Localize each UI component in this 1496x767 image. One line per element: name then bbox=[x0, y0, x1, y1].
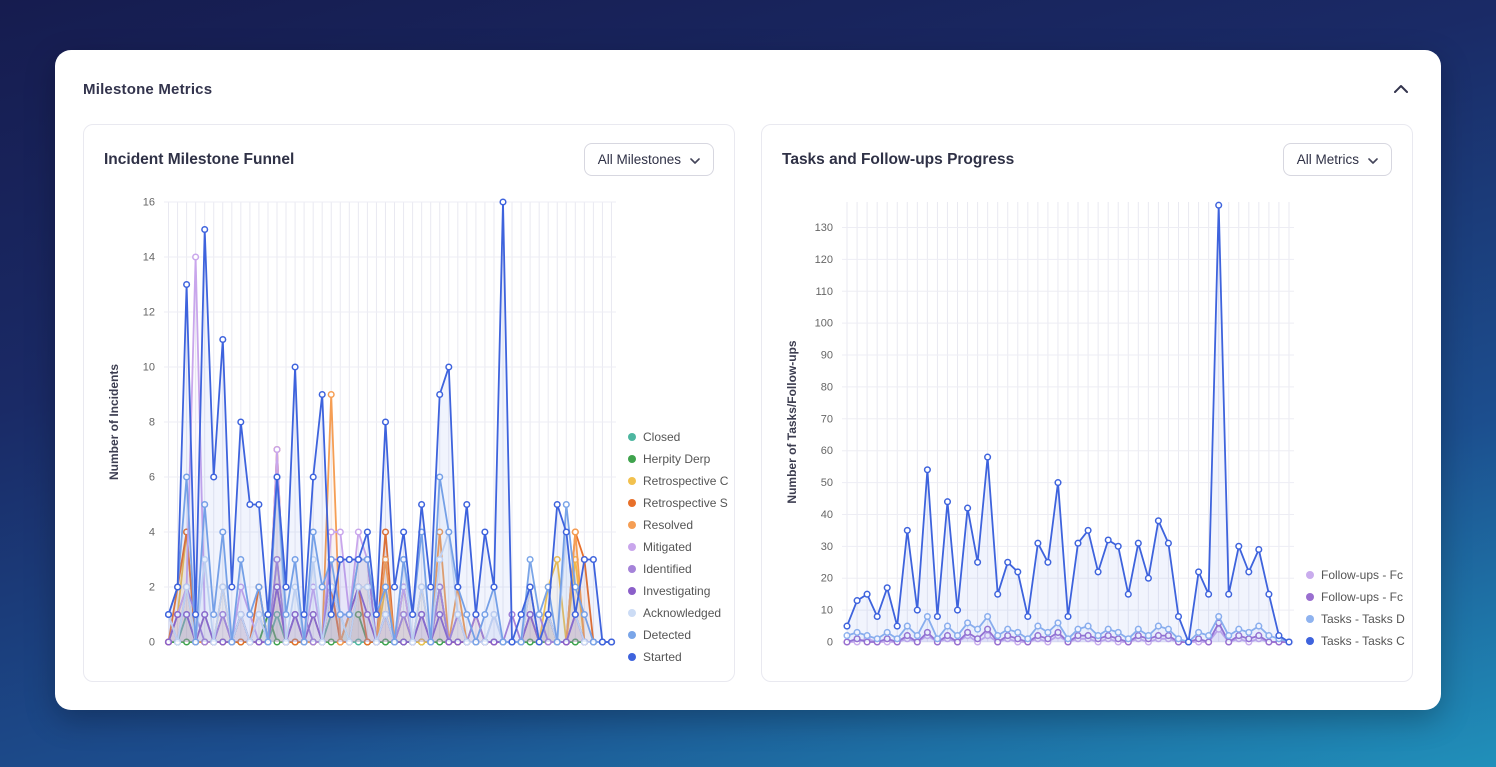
svg-text:16: 16 bbox=[143, 197, 155, 209]
legend-color-dot bbox=[1306, 637, 1314, 645]
svg-text:0: 0 bbox=[827, 637, 833, 649]
legend-label: Started bbox=[643, 650, 682, 664]
svg-text:0: 0 bbox=[149, 637, 155, 649]
legend-color-dot bbox=[628, 455, 636, 463]
svg-text:20: 20 bbox=[821, 573, 833, 585]
svg-text:130: 130 bbox=[815, 222, 833, 234]
tasks-chart-header: Tasks and Follow-ups Progress All Metric… bbox=[782, 143, 1392, 176]
legend-color-dot bbox=[628, 521, 636, 529]
legend-item[interactable]: Investigating bbox=[628, 584, 728, 598]
legend-item[interactable]: Identified bbox=[628, 562, 728, 576]
svg-text:12: 12 bbox=[143, 307, 155, 319]
svg-text:30: 30 bbox=[821, 541, 833, 553]
legend-color-dot bbox=[1306, 615, 1314, 623]
tasks-followups-progress-chart[interactable]: 0 10 20 30 40 50 60 70 80 90 100 110 120 130 Number of… bbox=[782, 192, 1302, 658]
milestone-metrics-panel: Milestone Metrics Incident Milestone Fun… bbox=[55, 50, 1441, 710]
legend-item[interactable]: Closed bbox=[628, 430, 728, 444]
legend-label: Detected bbox=[643, 628, 692, 642]
legend-label: Acknowledged bbox=[643, 606, 722, 620]
legend-color-dot bbox=[628, 587, 636, 595]
legend-item[interactable]: Retrospective C bbox=[628, 474, 728, 488]
legend-item[interactable]: Acknowledged bbox=[628, 606, 728, 620]
legend-color-dot bbox=[628, 499, 636, 507]
svg-text:10: 10 bbox=[143, 362, 155, 374]
legend-label: Resolved bbox=[643, 518, 694, 532]
legend-item[interactable]: Tasks - Tasks D bbox=[1306, 612, 1405, 626]
chevron-up-icon bbox=[1393, 82, 1409, 97]
chevron-down-icon bbox=[690, 152, 700, 167]
legend-label: Retrospective S bbox=[643, 496, 728, 510]
svg-text:120: 120 bbox=[815, 254, 833, 266]
incident-milestone-funnel-chart[interactable]: 0 2 4 6 8 10 12 14 16 Number of Incidents bbox=[104, 192, 624, 658]
panel-header: Milestone Metrics bbox=[83, 80, 1413, 98]
legend-item[interactable]: Follow-ups - Fc bbox=[1306, 590, 1405, 604]
legend-label: Tasks - Tasks D bbox=[1321, 612, 1405, 626]
legend-item[interactable]: Tasks - Tasks C bbox=[1306, 634, 1405, 648]
svg-text:2: 2 bbox=[149, 582, 155, 594]
chevron-down-icon bbox=[1368, 152, 1378, 167]
legend-item[interactable]: Herpity Derp bbox=[628, 452, 728, 466]
svg-text:4: 4 bbox=[149, 527, 155, 539]
svg-text:8: 8 bbox=[149, 417, 155, 429]
legend-label: Retrospective C bbox=[643, 474, 729, 488]
legend-color-dot bbox=[628, 543, 636, 551]
legend-label: Investigating bbox=[643, 584, 711, 598]
legend-label: Follow-ups - Fc bbox=[1321, 590, 1404, 604]
legend-item[interactable]: Started bbox=[628, 650, 728, 664]
legend-color-dot bbox=[628, 631, 636, 639]
legend-item[interactable]: Detected bbox=[628, 628, 728, 642]
collapse-panel-button[interactable] bbox=[1389, 80, 1413, 98]
legend-item[interactable]: Mitigated bbox=[628, 540, 728, 554]
svg-text:14: 14 bbox=[143, 252, 155, 264]
funnel-chart-header: Incident Milestone Funnel All Milestones bbox=[104, 143, 714, 176]
incident-milestone-funnel-card: Incident Milestone Funnel All Milestones… bbox=[83, 124, 735, 682]
legend-color-dot bbox=[628, 565, 636, 573]
milestones-filter-label: All Milestones bbox=[597, 152, 681, 167]
svg-text:110: 110 bbox=[815, 286, 833, 298]
legend-color-dot bbox=[628, 433, 636, 441]
legend-color-dot bbox=[628, 609, 636, 617]
svg-text:50: 50 bbox=[821, 477, 833, 489]
legend-color-dot bbox=[628, 477, 636, 485]
legend-item[interactable]: Resolved bbox=[628, 518, 728, 532]
svg-text:Number of Tasks/Follow-ups: Number of Tasks/Follow-ups bbox=[785, 340, 799, 503]
legend-label: Mitigated bbox=[643, 540, 692, 554]
milestones-filter-dropdown[interactable]: All Milestones bbox=[583, 143, 714, 176]
tasks-chart-body: 0 10 20 30 40 50 60 70 80 90 100 110 120 130 Number of… bbox=[782, 192, 1405, 658]
svg-text:40: 40 bbox=[821, 509, 833, 521]
legend-label: Tasks - Tasks C bbox=[1321, 634, 1405, 648]
legend-item[interactable]: Follow-ups - Fc bbox=[1306, 568, 1405, 582]
funnel-chart-body: 0 2 4 6 8 10 12 14 16 Number of Incidents Closed H… bbox=[104, 192, 728, 665]
funnel-chart-title: Incident Milestone Funnel bbox=[104, 150, 295, 168]
charts-row: Incident Milestone Funnel All Milestones… bbox=[83, 124, 1413, 682]
legend-label: Identified bbox=[643, 562, 692, 576]
legend-color-dot bbox=[1306, 571, 1314, 579]
metrics-filter-dropdown[interactable]: All Metrics bbox=[1282, 143, 1392, 176]
tasks-chart-legend: Follow-ups - Fc Follow-ups - Fc Tasks - Ta… bbox=[1306, 568, 1405, 648]
panel-title: Milestone Metrics bbox=[83, 80, 213, 98]
svg-text:10: 10 bbox=[821, 605, 833, 617]
legend-label: Closed bbox=[643, 430, 681, 444]
svg-text:100: 100 bbox=[815, 318, 833, 330]
tasks-chart-title: Tasks and Follow-ups Progress bbox=[782, 150, 1015, 168]
svg-text:70: 70 bbox=[821, 413, 833, 425]
svg-text:90: 90 bbox=[821, 350, 833, 362]
legend-item[interactable]: Retrospective S bbox=[628, 496, 728, 510]
funnel-chart-legend: Closed Herpity Derp Retrospective C Retrosp… bbox=[628, 430, 728, 664]
svg-text:6: 6 bbox=[149, 472, 155, 484]
svg-text:60: 60 bbox=[821, 445, 833, 457]
legend-color-dot bbox=[1306, 593, 1314, 601]
tasks-followups-progress-card: Tasks and Follow-ups Progress All Metric… bbox=[761, 124, 1413, 682]
legend-label: Follow-ups - Fc bbox=[1321, 568, 1404, 582]
legend-color-dot bbox=[628, 653, 636, 661]
svg-text:80: 80 bbox=[821, 381, 833, 393]
svg-text:Number of Incidents: Number of Incidents bbox=[107, 364, 121, 480]
metrics-filter-label: All Metrics bbox=[1296, 152, 1359, 167]
legend-label: Herpity Derp bbox=[643, 452, 711, 466]
